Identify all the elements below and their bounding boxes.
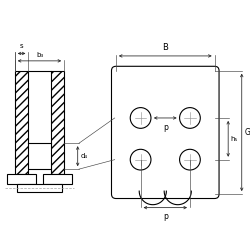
Text: b₃: b₃ <box>36 52 43 58</box>
Polygon shape <box>8 174 36 184</box>
Text: d₄: d₄ <box>81 153 88 159</box>
Text: G: G <box>244 128 250 137</box>
Polygon shape <box>15 71 28 174</box>
Text: s: s <box>20 43 24 49</box>
Text: h₅: h₅ <box>231 136 238 142</box>
Text: p: p <box>163 124 168 132</box>
FancyBboxPatch shape <box>112 66 219 198</box>
Text: p: p <box>163 212 168 220</box>
Polygon shape <box>50 71 64 174</box>
Polygon shape <box>17 184 62 192</box>
Polygon shape <box>43 174 72 184</box>
Text: B: B <box>162 43 168 52</box>
